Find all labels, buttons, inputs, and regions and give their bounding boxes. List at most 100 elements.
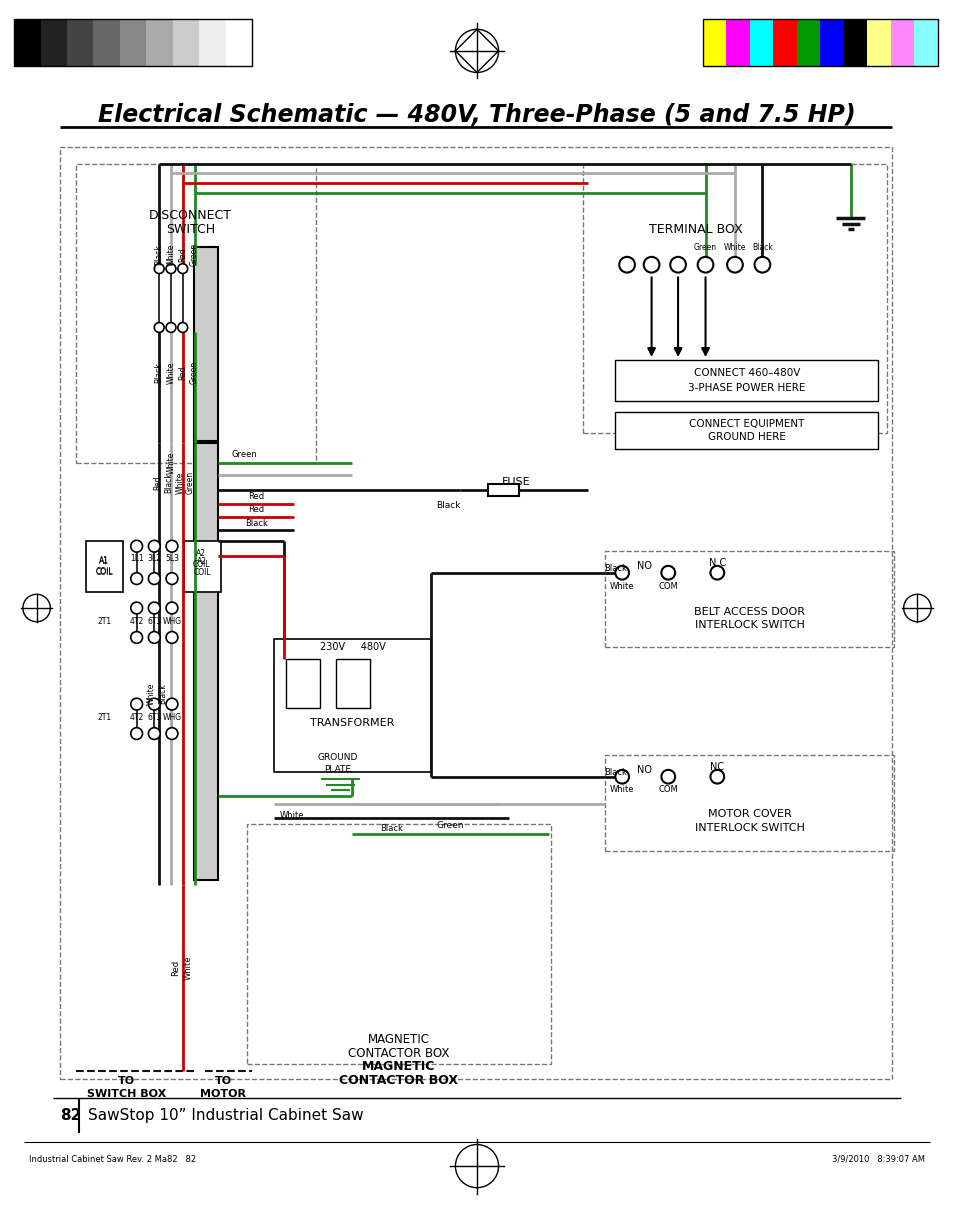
Text: 1L1: 1L1 [130,555,143,563]
Text: COM: COM [658,582,678,591]
Circle shape [131,699,142,710]
Bar [749,18,772,66]
Text: Black: Black [154,245,164,265]
Bar [193,443,218,880]
Text: Green: Green [232,450,257,460]
Bar [286,660,319,708]
Circle shape [615,566,628,579]
Text: 4T2: 4T2 [130,617,144,627]
Text: MAGNETIC: MAGNETIC [361,1060,435,1072]
Text: Red: Red [172,960,180,976]
Text: White: White [167,452,175,475]
Circle shape [166,264,175,274]
Bar [605,551,893,647]
Text: SWITCH: SWITCH [166,223,215,236]
Circle shape [149,540,160,553]
Circle shape [177,264,188,274]
Circle shape [618,257,635,273]
Text: BELT ACCESS DOOR: BELT ACCESS DOOR [694,607,804,617]
Text: 5L3: 5L3 [165,555,179,563]
Text: 3/9/2010   8:39:07 AM: 3/9/2010 8:39:07 AM [831,1155,924,1163]
Bar [890,18,914,66]
Circle shape [726,257,742,273]
Bar [701,18,937,66]
Bar [67,18,93,66]
Bar [701,18,725,66]
Text: 82: 82 [60,1107,81,1122]
Text: A2
COIL: A2 COIL [193,557,211,577]
Bar [772,18,796,66]
Text: Green: Green [190,361,199,385]
Text: NO: NO [637,764,652,775]
Text: White: White [609,582,634,591]
Text: 6T3: 6T3 [147,713,161,723]
Text: A1
COIL: A1 COIL [95,557,113,577]
Circle shape [131,573,142,584]
Text: COM: COM [658,785,678,793]
Text: INTERLOCK SWITCH: INTERLOCK SWITCH [694,823,803,832]
Text: White: White [723,242,745,252]
Circle shape [154,323,164,332]
Text: CONTACTOR BOX: CONTACTOR BOX [338,1075,457,1087]
Text: SWITCH BOX: SWITCH BOX [87,1088,166,1099]
Text: 3L2: 3L2 [147,555,161,563]
Bar [820,18,843,66]
Circle shape [131,540,142,553]
Bar [40,18,67,66]
Text: SawStop 10” Industrial Cabinet Saw: SawStop 10” Industrial Cabinet Saw [88,1107,363,1122]
Circle shape [660,770,675,784]
Text: 230V     480V: 230V 480V [319,643,385,652]
Bar [86,542,123,593]
Text: PLATE: PLATE [324,765,351,774]
Circle shape [166,602,177,613]
Circle shape [149,602,160,613]
Text: A1
COIL: A1 COIL [95,556,113,576]
Bar [615,360,878,402]
Bar [866,18,890,66]
Circle shape [660,566,675,579]
Text: Red: Red [248,492,264,500]
Circle shape [615,770,628,784]
Circle shape [149,699,160,710]
Text: MAGNETIC: MAGNETIC [367,1033,429,1047]
Bar [246,824,550,1064]
Circle shape [643,257,659,273]
Bar [843,18,866,66]
Bar [193,247,218,442]
Circle shape [710,566,723,579]
Text: TO: TO [118,1076,135,1086]
Text: Black: Black [436,500,460,510]
Text: A2
COIL: A2 COIL [193,549,210,568]
Bar [147,18,172,66]
Text: White: White [147,683,155,705]
Text: Red: Red [248,505,264,515]
Text: 2T1: 2T1 [97,617,112,627]
Text: Red: Red [178,365,187,380]
Circle shape [697,257,713,273]
Bar [226,18,253,66]
Bar [914,18,937,66]
Text: NO: NO [637,561,652,571]
Circle shape [166,728,177,740]
Text: NC: NC [709,762,723,772]
Bar [725,18,749,66]
Circle shape [177,323,188,332]
Text: GROUND HERE: GROUND HERE [707,432,785,442]
Bar [120,18,147,66]
Bar [274,639,431,772]
Text: FUSE: FUSE [501,477,530,488]
Text: White: White [167,361,175,383]
Text: TERMINAL BOX: TERMINAL BOX [648,223,741,236]
Text: CONTACTOR BOX: CONTACTOR BOX [348,1047,449,1060]
Bar [75,164,315,462]
Text: Black: Black [164,472,173,493]
Text: TRANSFORMER: TRANSFORMER [310,718,395,728]
Text: DISCONNECT: DISCONNECT [149,209,232,223]
Text: Green: Green [693,242,717,252]
Bar [14,18,40,66]
Text: White: White [175,471,184,494]
Circle shape [754,257,769,273]
Circle shape [154,264,164,274]
Circle shape [149,632,160,644]
Bar [335,660,370,708]
